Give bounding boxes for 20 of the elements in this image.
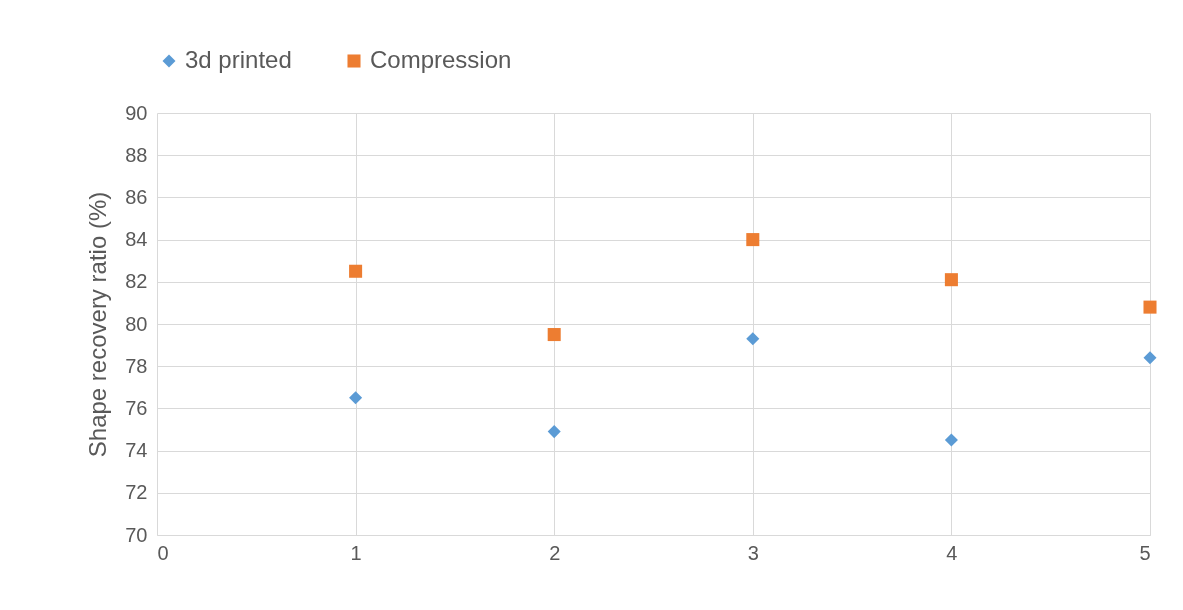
x-tick-label: 4 <box>946 541 958 564</box>
y-tick-label: 70 <box>125 523 148 546</box>
y-tick-label: 88 <box>125 143 148 166</box>
y-tick-label: 80 <box>125 312 148 335</box>
y-tick-label: 82 <box>125 270 148 293</box>
legend-label: 3d printed <box>185 46 292 73</box>
y-tick-label: 74 <box>125 439 148 462</box>
y-axis-title: Shape recovery ratio (%) <box>84 191 112 458</box>
y-tick-label: 86 <box>125 185 148 208</box>
x-tick-label: 2 <box>549 541 561 564</box>
x-tick-label: 3 <box>747 541 759 564</box>
x-tick-label: 1 <box>350 541 362 564</box>
y-tick-label: 78 <box>125 354 148 377</box>
legend-label: Compression <box>370 46 512 73</box>
x-tick-label: 5 <box>1139 541 1151 564</box>
x-tick-label: 0 <box>157 541 169 564</box>
y-tick-label: 90 <box>125 101 148 124</box>
y-tick-label: 72 <box>125 481 148 504</box>
y-tick-label: 84 <box>125 228 148 251</box>
y-tick-label: 76 <box>125 396 148 419</box>
